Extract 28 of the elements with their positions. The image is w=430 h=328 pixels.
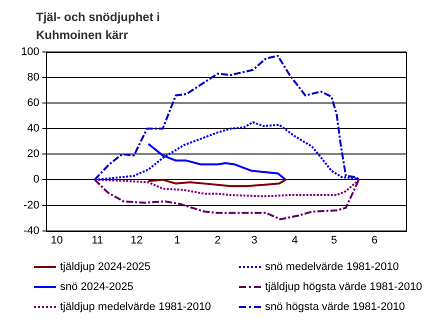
- x-tick-label: 4: [292, 234, 298, 246]
- line-series: [94, 178, 360, 220]
- y-tick-label: 40: [27, 122, 40, 135]
- x-tick-label: 1: [174, 234, 180, 246]
- chart-title: Tjäl- och snödjuphet i Kuhmoinen kärr: [36, 9, 161, 44]
- legend-label: snö 2024-2025: [60, 281, 134, 293]
- y-tick-label: 20: [27, 148, 40, 160]
- y-tick-label: 60: [27, 97, 40, 110]
- y-tick-label: -40: [23, 224, 40, 237]
- legend-label: snö medelvärde 1981-2010: [265, 261, 399, 273]
- x-tick-label: 5: [331, 234, 338, 246]
- x-tick-label: 6: [372, 234, 378, 246]
- legend-label: tjäldjup 2024-2025: [60, 261, 151, 273]
- legend-label: tjäldjup högsta värde 1981-2010: [265, 281, 422, 293]
- legend-label: tjäldjup medelvärde 1981-2010: [60, 301, 212, 313]
- x-tick-label: 3: [251, 234, 258, 246]
- line-series: [94, 178, 360, 198]
- line-series: [94, 121, 360, 181]
- x-tick-label: 10: [50, 234, 63, 246]
- y-tick-label: 0: [33, 174, 40, 186]
- x-tick-label: 2: [214, 234, 221, 246]
- y-tick-label: -20: [23, 199, 40, 212]
- x-tick-label: 11: [92, 234, 104, 246]
- legend-label: snö högsta värde 1981-2010: [265, 301, 406, 313]
- x-tick-label: 12: [130, 234, 143, 246]
- line-series: [94, 54, 360, 181]
- y-tick-label: 80: [27, 72, 40, 84]
- y-tick-label: 100: [20, 46, 40, 58]
